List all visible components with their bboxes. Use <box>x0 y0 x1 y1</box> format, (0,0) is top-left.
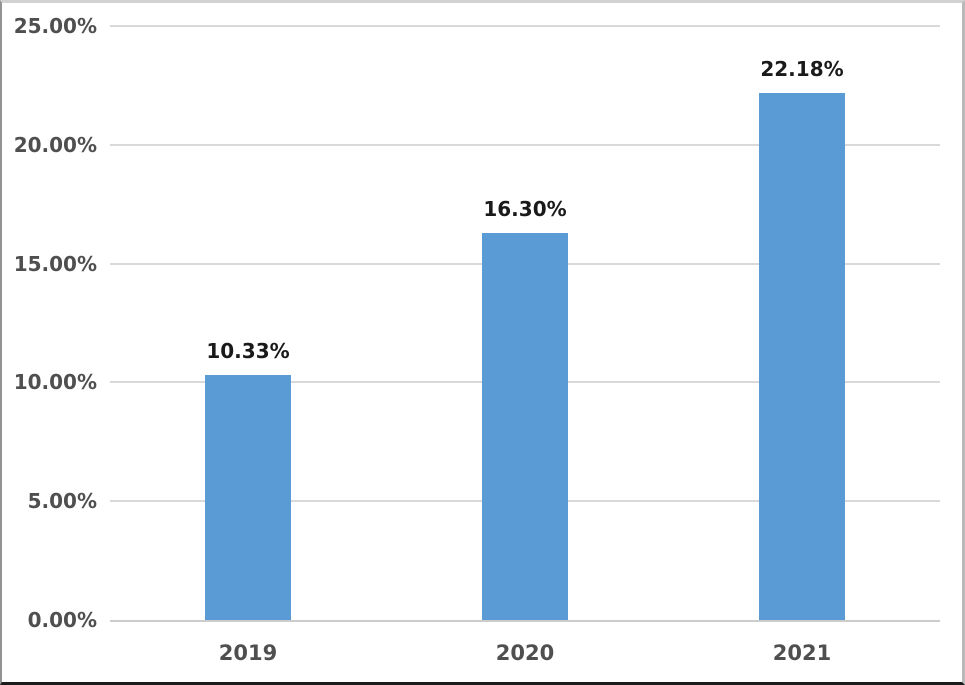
x-category-label-2020: 2020 <box>495 641 555 665</box>
x-category-label-2019: 2019 <box>218 641 278 665</box>
bar-2020 <box>482 233 568 620</box>
data-label-2021: 22.18% <box>760 57 844 81</box>
y-gridline <box>110 144 940 146</box>
bar-2019 <box>205 375 291 620</box>
data-label-2019: 10.33% <box>206 339 290 363</box>
plot-area: 10.33% 16.30% 22.18% <box>110 25 940 622</box>
y-tick-label: 20.00% <box>13 132 97 157</box>
y-tick-label: 25.00% <box>13 14 97 38</box>
y-tick-label: 5.00% <box>27 489 97 514</box>
x-category-label-2021: 2021 <box>772 641 832 665</box>
y-gridline <box>110 25 940 27</box>
y-tick-label: 0.00% <box>27 608 97 632</box>
y-tick-label: 15.00% <box>13 251 97 276</box>
x-axis-line <box>110 620 940 622</box>
data-label-2020: 16.30% <box>483 197 567 221</box>
bar-2021 <box>759 93 845 620</box>
y-tick-label: 10.00% <box>13 370 97 395</box>
